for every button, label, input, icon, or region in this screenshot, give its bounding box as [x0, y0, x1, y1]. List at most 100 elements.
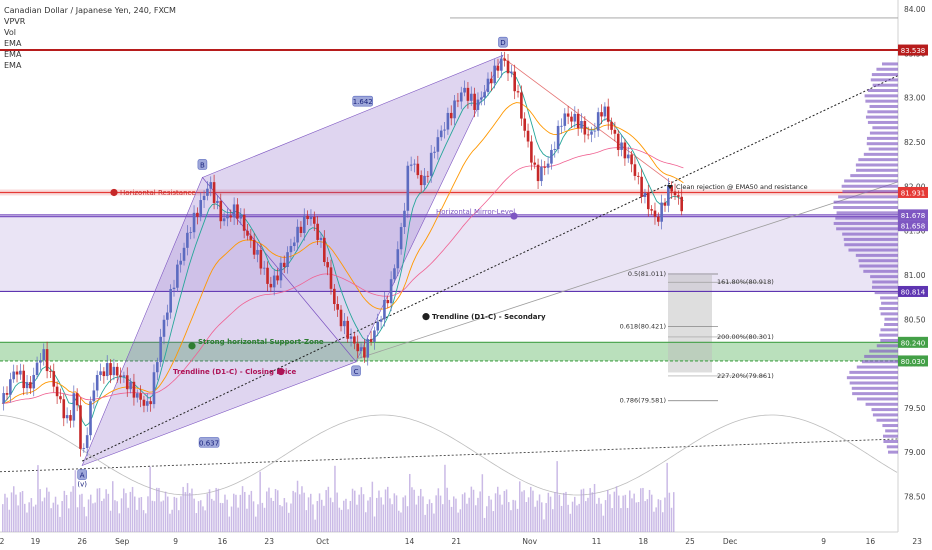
candle-body-123 — [413, 163, 416, 165]
volume-bar-37 — [83, 506, 85, 532]
volume-bar-9 — [21, 491, 24, 532]
volume-bar-302 — [666, 462, 668, 532]
volume-bar-169 — [373, 516, 376, 532]
y-tick-label-4: 82.00 — [904, 182, 926, 191]
plot-area — [0, 0, 898, 532]
indicator-ema-3[interactable]: EMA — [4, 61, 22, 70]
annotation-dot-1 — [510, 212, 518, 220]
volume-bar-287 — [633, 493, 635, 532]
mirror-level-zone — [0, 214, 898, 292]
price-badge-label-1: 81.931 — [901, 189, 926, 197]
volume-bar-20 — [46, 487, 48, 532]
x-tick-label-17: 23 — [912, 537, 922, 546]
chart-title: Canadian Dollar / Japanese Yen, 240, FXC… — [4, 6, 176, 15]
indicator-ema-1[interactable]: EMA — [4, 39, 22, 48]
indicator-ema-2[interactable]: EMA — [4, 50, 22, 59]
candle-body-186 — [623, 142, 627, 159]
volume-bar-146 — [323, 505, 325, 532]
profile-bar-63 — [865, 115, 898, 119]
candle-body-72 — [242, 214, 246, 231]
candle-body-202 — [677, 195, 680, 197]
volume-bar-77 — [171, 509, 173, 532]
volume-bar-132 — [292, 490, 294, 532]
candle-body-138 — [463, 87, 466, 93]
candle-body-141 — [473, 93, 476, 110]
candle-body-166 — [556, 125, 560, 150]
volume-bar-112 — [248, 494, 250, 532]
volume-bar-75 — [167, 496, 169, 532]
candle-body-95 — [319, 237, 323, 240]
volume-bar-230 — [508, 502, 510, 532]
candle-body-165 — [553, 149, 557, 150]
volume-bar-145 — [321, 499, 323, 532]
volume-bar-219 — [483, 517, 486, 532]
volume-bar-229 — [505, 489, 508, 532]
volume-bar-23 — [52, 502, 55, 532]
candle-body-167 — [560, 125, 563, 127]
profile-bar-22 — [879, 333, 898, 337]
volume-bar-294 — [648, 489, 651, 532]
volume-bar-83 — [184, 492, 187, 532]
indicator-vol[interactable]: Vol — [4, 28, 16, 37]
pattern-point-marker-C — [351, 365, 361, 377]
profile-bar-48 — [838, 195, 898, 199]
volume-bar-231 — [510, 510, 512, 532]
volume-bar-22 — [50, 508, 52, 532]
volume-bar-67 — [149, 466, 151, 532]
volume-bar-170 — [376, 497, 378, 532]
volume-bar-85 — [189, 492, 191, 532]
volume-bar-139 — [307, 497, 310, 532]
candle-body-131 — [439, 130, 443, 138]
volume-bar-153 — [338, 507, 341, 532]
volume-profile-layer — [833, 62, 898, 454]
volume-bar-152 — [336, 492, 338, 532]
volume-bar-171 — [378, 490, 380, 532]
volume-bar-257 — [567, 504, 569, 532]
candle-body-108 — [363, 347, 366, 358]
candle-body-26 — [89, 401, 92, 436]
volume-bar-178 — [393, 493, 396, 532]
candle-body-112 — [376, 321, 380, 331]
volume-bar-56 — [125, 493, 127, 532]
volume-bar-86 — [191, 488, 193, 532]
volume-bar-251 — [554, 492, 556, 532]
candle-body-78 — [262, 267, 266, 269]
volume-bar-100 — [222, 503, 224, 532]
volume-bar-277 — [611, 508, 613, 532]
volume-bar-261 — [576, 505, 578, 532]
profile-bar-30 — [874, 291, 898, 295]
volume-bar-183 — [404, 495, 407, 532]
volume-bar-155 — [343, 500, 345, 532]
volume-bar-28 — [63, 490, 66, 532]
candle-body-25 — [85, 435, 89, 448]
volume-bar-109 — [241, 486, 244, 532]
x-tick-label-6: 23 — [264, 537, 274, 546]
volume-bar-190 — [420, 488, 422, 532]
volume-bar-192 — [424, 514, 426, 532]
candle-body-132 — [443, 129, 446, 131]
x-tick-label-0: 2 — [0, 537, 5, 546]
volume-bar-216 — [477, 497, 479, 532]
volume-bar-194 — [428, 499, 431, 532]
price-badge-0 — [898, 44, 928, 56]
volume-bar-158 — [349, 500, 352, 532]
volume-bar-238 — [525, 501, 528, 532]
volume-bar-188 — [415, 504, 418, 532]
profile-bar-65 — [869, 104, 898, 108]
volume-bar-97 — [215, 487, 217, 532]
price-badge-label-5: 80.240 — [901, 339, 926, 347]
indicator-vpvr[interactable]: VPVR — [4, 17, 26, 26]
candle-body-104 — [349, 336, 353, 339]
volume-bar-248 — [547, 492, 550, 532]
annotation-arrow-5 — [667, 185, 673, 189]
candle-body-134 — [449, 112, 453, 119]
candle-body-40 — [135, 393, 139, 398]
y-tick-label-3: 82.50 — [904, 138, 926, 147]
volume-bar-265 — [585, 501, 587, 532]
candle-body-49 — [166, 312, 169, 320]
annotation-label-5: Clean rejection @ EMA50 and resistance — [676, 183, 808, 191]
pattern-point-marker-D — [498, 36, 508, 48]
volume-bar-58 — [129, 491, 132, 532]
candle-body-201 — [673, 191, 677, 196]
